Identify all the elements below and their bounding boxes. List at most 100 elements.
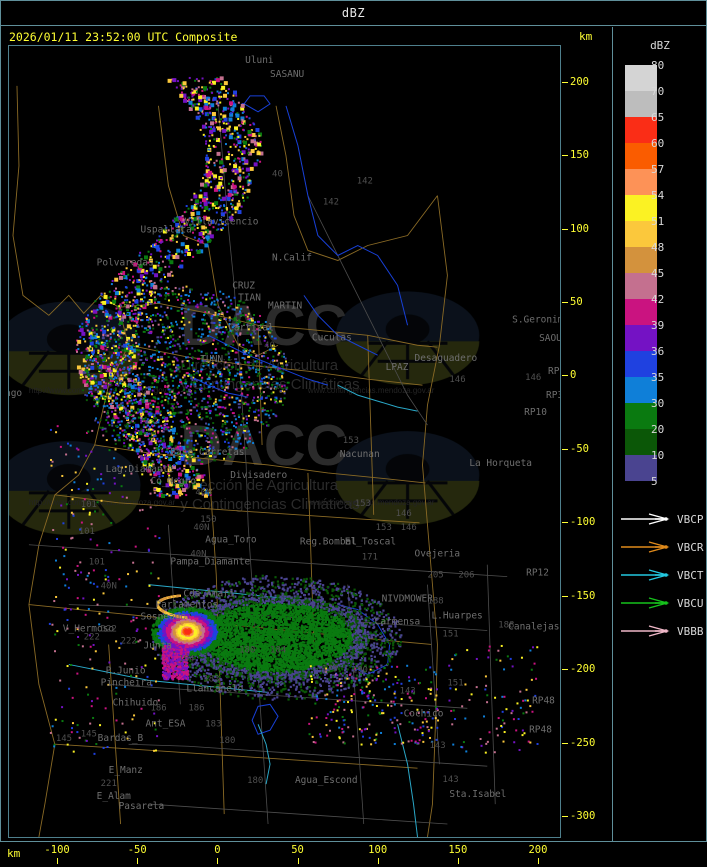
radar-echo-pixel (135, 401, 138, 404)
radar-echo-pixel (78, 736, 81, 739)
radar-echo-pixel (145, 289, 148, 292)
radar-echo-pixel (144, 627, 147, 630)
radar-echo-pixel (111, 399, 114, 402)
radar-echo-pixel (177, 405, 181, 408)
radar-echo-pixel (197, 243, 200, 246)
radar-echo-pixel (105, 315, 108, 318)
radar-echo-pixel (112, 400, 115, 403)
radar-echo-pixel (170, 435, 173, 438)
radar-echo-pixel (233, 102, 236, 105)
radar-echo-pixel (212, 314, 215, 317)
radar-echo-pixel (214, 408, 217, 411)
radar-echo-pixel (154, 728, 157, 731)
radar-echo-pixel (93, 357, 96, 360)
radar-echo-pixel (123, 429, 126, 432)
radar-echo-pixel (194, 391, 197, 394)
radar-echo-pixel (178, 452, 181, 455)
province-borders (12, 85, 448, 837)
radar-echo-pixel (114, 442, 117, 445)
radar-echo-pixel (114, 376, 117, 379)
radar-echo-pixel (210, 321, 214, 324)
radar-echo-pixel (275, 382, 279, 385)
radar-echo-pixel (85, 348, 88, 351)
radar-echo-pixel (145, 425, 148, 428)
radar-echo-pixel (201, 493, 204, 496)
radar-echo-pixel (153, 345, 156, 348)
radar-echo-pixel (156, 358, 159, 361)
radar-echo-pixel (279, 390, 282, 393)
radar-echo-pixel (116, 416, 119, 419)
radar-echo-pixel (173, 464, 176, 467)
radar-echo-pixel (231, 197, 234, 200)
radar-echo-pixel (102, 372, 107, 377)
radar-echo-pixel (149, 267, 154, 272)
radar-echo-pixel (249, 367, 252, 370)
radar-echo-pixel (209, 441, 213, 444)
radar-echo-pixel (223, 396, 226, 399)
radar-plot[interactable]: DACC DACC Dirección de Agricultura y Con… (8, 45, 561, 838)
radar-echo-pixel (67, 586, 70, 589)
radar-echo-pixel (221, 196, 226, 201)
radar-echo-pixel (231, 329, 234, 332)
radar-echo-pixel (242, 446, 245, 449)
radar-echo-pixel (217, 299, 220, 302)
radar-echo-pixel (214, 311, 217, 314)
radar-echo-pixel (102, 360, 105, 363)
radar-echo-pixel (160, 355, 164, 358)
radar-echo-pixel (132, 561, 135, 564)
radar-echo-pixel (81, 367, 86, 372)
radar-echo-pixel (273, 398, 277, 401)
radar-echo-pixel (101, 385, 104, 388)
radar-echo-pixel (239, 373, 243, 376)
radar-echo-pixel (196, 239, 199, 242)
radar-echo-pixel (142, 300, 145, 303)
radar-echo-pixel (173, 397, 176, 400)
radar-echo-pixel (255, 371, 258, 374)
radar-echo-pixel (205, 427, 209, 430)
radar-echo-pixel (108, 406, 111, 409)
radar-echo-pixel (243, 157, 246, 160)
radar-echo-pixel (246, 441, 249, 444)
radar-echo-pixel (212, 373, 215, 376)
radar-echo-pixel (198, 231, 203, 236)
radar-echo-pixel (161, 400, 164, 403)
radar-echo-pixel (96, 340, 99, 343)
radar-echo-pixel (116, 372, 119, 375)
radar-echo-pixel (141, 508, 144, 511)
radar-echo-pixel (120, 398, 123, 401)
radar-echo-pixel (217, 207, 220, 210)
radar-echo-pixel (89, 645, 92, 648)
radar-echo-pixel (215, 102, 218, 105)
radar-echo-pixel (202, 362, 205, 365)
radar-echo-pixel (51, 460, 54, 463)
radar-echo-pixel (135, 316, 140, 321)
radar-echo-pixel (243, 140, 248, 145)
radar-echo-pixel (141, 361, 145, 364)
radar-echo-pixel (211, 174, 214, 177)
radar-echo-pixel (239, 145, 242, 148)
radar-echo-pixel (192, 231, 195, 234)
radar-echo-pixel (225, 122, 228, 125)
radar-echo-pixel (254, 147, 257, 150)
radar-echo-pixel (171, 390, 174, 393)
radar-echo-pixel (167, 472, 170, 475)
radar-echo-pixel (192, 448, 195, 451)
radar-echo-pixel (218, 318, 222, 321)
radar-echo-pixel (104, 312, 109, 317)
radar-echo-pixel (203, 488, 206, 491)
radar-echo-pixel (221, 312, 224, 315)
radar-echo-pixel (89, 347, 92, 350)
radar-echo-pixel (215, 207, 218, 210)
radar-echo-pixel (192, 406, 196, 409)
radar-echo-pixel (213, 187, 218, 192)
radar-echo-pixel (171, 420, 174, 423)
radar-echo-pixel (153, 291, 156, 294)
radar-echo-pixel (128, 279, 131, 282)
radar-echo-pixel (121, 722, 124, 725)
radar-echo-pixel (231, 349, 234, 352)
radar-echo-pixel (229, 163, 232, 166)
radar-echo-pixel (157, 323, 160, 326)
radar-echo-pixel (209, 410, 212, 413)
radar-echo-pixel (94, 510, 97, 513)
radar-echo-pixel (75, 349, 78, 352)
